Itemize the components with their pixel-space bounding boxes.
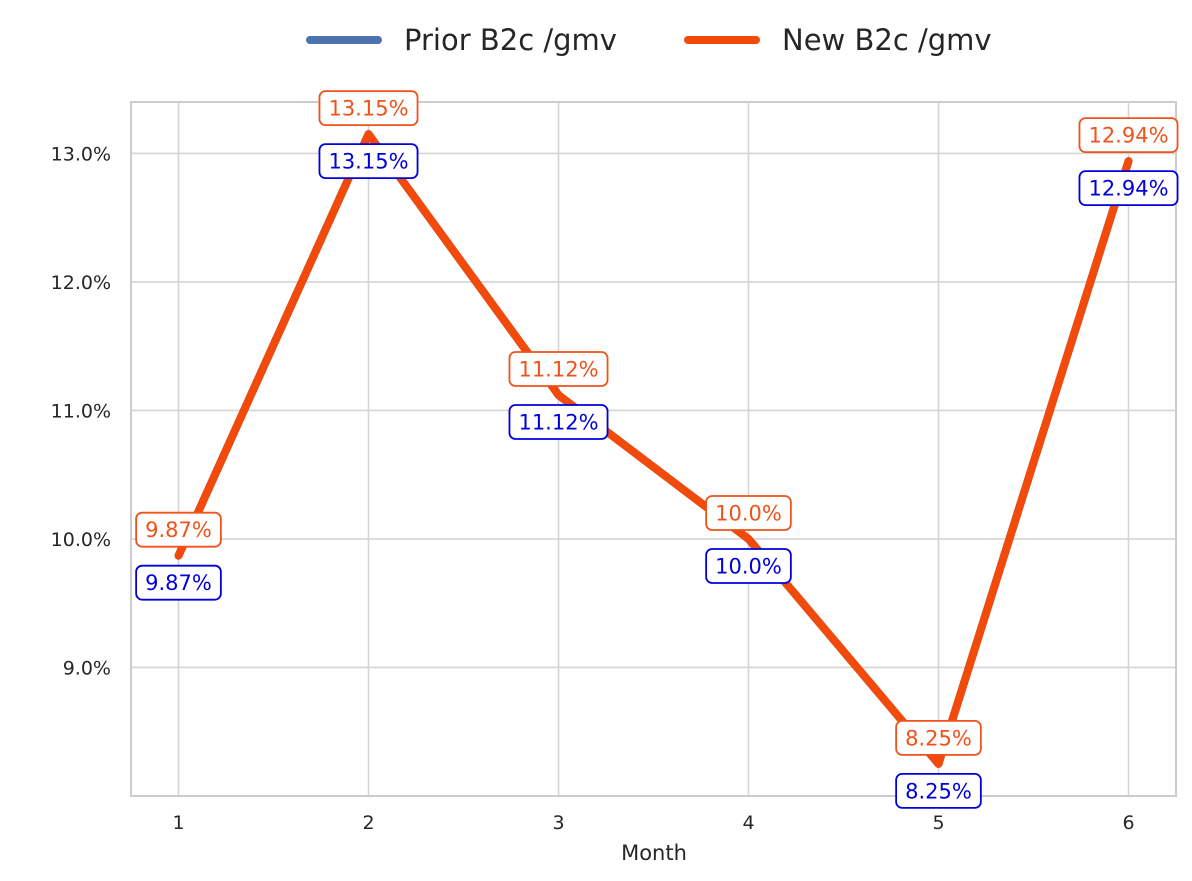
y-axis-ticks: 9.0% 10.0% 11.0% 12.0% 13.0%	[51, 143, 111, 679]
prior-data-label-box	[508, 404, 609, 440]
new-data-label-text: 13.15%	[328, 97, 408, 121]
prior-data-label-text: 10.0%	[715, 554, 782, 578]
y-tick-label: 12.0%	[51, 272, 111, 294]
prior-data-label-box	[895, 772, 982, 809]
prior-data-label: 8.25%	[895, 772, 982, 809]
new-data-label-box	[895, 719, 982, 756]
new-data-label-box	[508, 351, 609, 387]
new-data-label: 13.15%	[318, 90, 419, 127]
new-data-label: 11.12%	[508, 351, 609, 387]
prior-data-label: 9.87%	[135, 564, 222, 601]
x-tick-label: 2	[362, 812, 374, 834]
grid-lines	[131, 102, 1176, 796]
y-tick-label: 11.0%	[51, 400, 111, 422]
legend: Prior B2c /gmv New B2c /gmv	[306, 23, 992, 57]
series-lines	[174, 130, 1133, 768]
legend-new: New B2c /gmv	[684, 23, 992, 57]
x-tick-label: 4	[742, 812, 754, 834]
y-tick-label: 9.0%	[63, 657, 111, 679]
prior-data-label-box	[318, 143, 419, 180]
new-data-label-text: 8.25%	[905, 726, 972, 750]
legend-prior: Prior B2c /gmv	[306, 23, 617, 57]
x-tick-label: 6	[1122, 812, 1134, 834]
new-data-label-text: 11.12%	[518, 358, 598, 382]
prior-data-label-text: 13.15%	[328, 150, 408, 174]
new-series-line	[174, 130, 1133, 768]
x-axis-ticks: 1 2 3 4 5 6	[172, 812, 1134, 834]
new-data-label: 9.87%	[135, 511, 222, 548]
prior-data-label: 11.12%	[508, 404, 609, 440]
plot-frame	[130, 101, 1177, 797]
x-tick-label: 3	[552, 812, 564, 834]
legend-prior-label: Prior B2c /gmv	[404, 23, 617, 57]
x-tick-label: 5	[932, 812, 944, 834]
prior-data-label-box	[1078, 170, 1179, 207]
new-data-label: 8.25%	[895, 719, 982, 756]
prior-data-label-text: 9.87%	[145, 571, 212, 595]
prior-data-label-text: 11.12%	[518, 411, 598, 435]
prior-data-label-box	[705, 548, 792, 584]
new-data-label-box	[318, 90, 419, 127]
y-tick-label: 10.0%	[51, 529, 111, 551]
new-data-label-box	[1078, 117, 1179, 154]
new-data-label-text: 12.94%	[1088, 124, 1168, 148]
new-data-label-box	[705, 495, 792, 531]
data-labels: 9.87% 9.87% 13.15% 13.15% 11.12% 11.12% 10.0% 1…	[135, 90, 1179, 809]
prior-data-label: 12.94%	[1078, 170, 1179, 207]
x-axis-label: Month	[621, 841, 687, 865]
new-data-label: 12.94%	[1078, 117, 1179, 154]
prior-data-label: 10.0%	[705, 548, 792, 584]
prior-data-label-text: 12.94%	[1088, 177, 1168, 201]
new-data-label: 10.0%	[705, 495, 792, 531]
new-data-label-box	[135, 511, 222, 548]
x-tick-label: 1	[172, 812, 184, 834]
prior-data-label: 13.15%	[318, 143, 419, 180]
prior-data-label-text: 8.25%	[905, 779, 972, 803]
new-data-label-text: 9.87%	[145, 518, 212, 542]
prior-series-line	[174, 130, 1133, 768]
new-data-label-text: 10.0%	[715, 501, 782, 525]
prior-data-label-box	[135, 564, 222, 601]
y-tick-label: 13.0%	[51, 143, 111, 165]
legend-new-label: New B2c /gmv	[782, 23, 992, 57]
